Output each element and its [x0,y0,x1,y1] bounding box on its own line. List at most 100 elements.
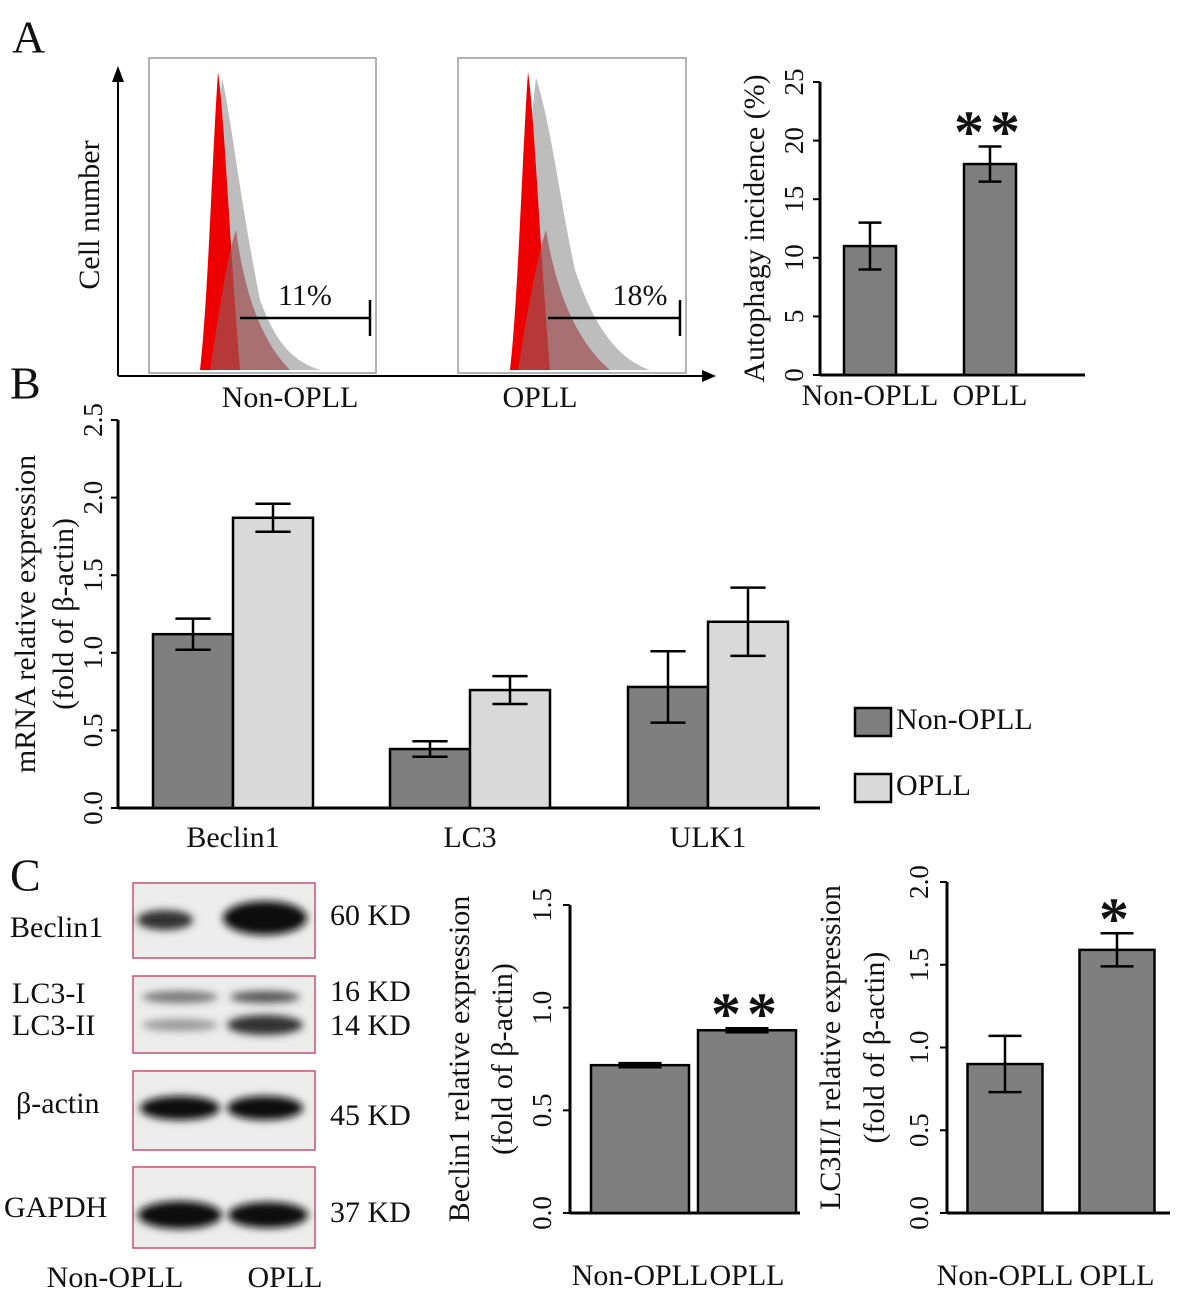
blot-label: Beclin1 [10,911,103,944]
x-tick-label: LC3 [443,821,496,854]
blot-size: 37 KD [330,1196,411,1229]
x-tick-label: OPLL [710,1259,785,1292]
y-tick-label: 2.5 [78,403,108,437]
x-tick-label: ULK1 [670,821,747,854]
y-tick-label: 2.0 [904,865,934,899]
x-tick-label: OPLL [1080,1259,1155,1292]
y-tick-label: 0.5 [904,1113,934,1147]
flow-box [457,57,687,374]
y-axis-label: (fold of β-actin) [858,952,891,1144]
y-axis-label: LC3II/I relative expression [814,885,847,1210]
x-tick-label: Non-OPLL [937,1259,1074,1292]
band [142,991,218,1003]
blot-size: 16 KD [330,975,411,1008]
y-axis-label: (fold of β-actin) [486,963,519,1155]
blot-label: GAPDH [4,1191,107,1224]
panel-label: C [10,850,41,901]
panel-label: A [12,12,45,63]
y-tick-label: 0.5 [527,1093,557,1127]
bar [151,632,235,810]
y-tick-label: 1.5 [527,888,557,922]
histogram [518,230,610,370]
blot-size: 60 KD [330,899,411,932]
error-bar [412,740,448,759]
blot-size: 14 KD [330,1009,411,1042]
legend-label: Non-OPLL [896,703,1033,736]
error-bar [725,1026,769,1034]
blot-size: 45 KD [330,1099,411,1132]
band [137,910,193,930]
blot-label: β-actin [16,1087,100,1120]
y-tick-label: 0.5 [78,714,108,748]
error-bar [978,145,1002,183]
legend-label: OPLL [896,769,971,802]
flow-y-label: Cell number [73,140,106,289]
blot-box [132,975,316,1054]
y-tick-label: 1.5 [78,558,108,592]
significance: * [1099,886,1135,952]
band [227,1096,303,1120]
band [140,1096,220,1120]
flow-label: OPLL [503,381,578,414]
bar [1078,948,1156,1215]
band [223,901,307,935]
bar [231,516,315,810]
y-tick-label: 0 [779,368,809,382]
band [230,991,300,1003]
band [227,1015,303,1035]
arrow-head [702,370,716,382]
bar [962,162,1018,377]
y-tick-label: 5 [779,310,809,324]
band [138,1201,222,1229]
bar [468,688,552,810]
error-bar [1100,932,1134,968]
error-bar [858,221,882,271]
y-tick-label: 15 [779,186,809,213]
y-tick-label: 1.5 [904,948,934,982]
error-bar [730,586,766,658]
band [228,1202,308,1228]
lane-label: Non-OPLL [47,1261,184,1294]
arrow-head [112,66,124,82]
histogram [210,230,290,370]
bar [589,1063,691,1215]
y-tick-label: 10 [779,244,809,271]
legend-swatch [853,772,893,804]
x-tick-label: Beclin1 [186,821,279,854]
y-tick-label: 1.0 [527,991,557,1025]
y-axis-label: Beclin1 relative expression [443,896,476,1223]
y-tick-label: 1.0 [78,636,108,670]
blot-label: LC3-II [12,1009,95,1042]
y-tick-label: 20 [779,127,809,154]
flow-label: Non-OPLL [222,381,359,414]
error-bar [618,1061,662,1069]
bar [696,1029,798,1215]
y-tick-label: 0.0 [904,1196,934,1230]
y-axis-label: (fold of β-actin) [47,518,80,710]
y-tick-label: 1.0 [904,1031,934,1065]
error-bar [988,1034,1022,1094]
gate-label: 11% [278,279,332,312]
legend-swatch [853,706,893,738]
blot-label: LC3-I [12,977,85,1010]
error-bar [650,649,686,724]
x-tick-label: Non-OPLL [572,1259,709,1292]
gate-label: 18% [613,279,668,312]
x-tick-label: Non-OPLL [802,379,939,412]
error-bar [492,674,528,706]
error-bar [175,617,211,651]
y-axis-label: Autophagy incidence (%) [738,74,771,382]
band [142,1019,218,1031]
y-tick-label: 0.0 [78,791,108,825]
panel-label: B [10,358,41,409]
y-axis-label: mRNA relative expression [9,455,42,773]
significance: ** [954,99,1026,165]
lane-label: OPLL [248,1261,323,1294]
y-tick-label: 0.0 [527,1196,557,1230]
x-tick-label: OPLL [953,379,1028,412]
y-tick-label: 2.0 [78,481,108,515]
western-blot: Beclin1 60 KD LC3-I LC3-II 16 KD 14 KD β… [4,882,411,1294]
flow-panel: Cell number 11% Non-OPLL 18% OPLL [73,57,716,414]
